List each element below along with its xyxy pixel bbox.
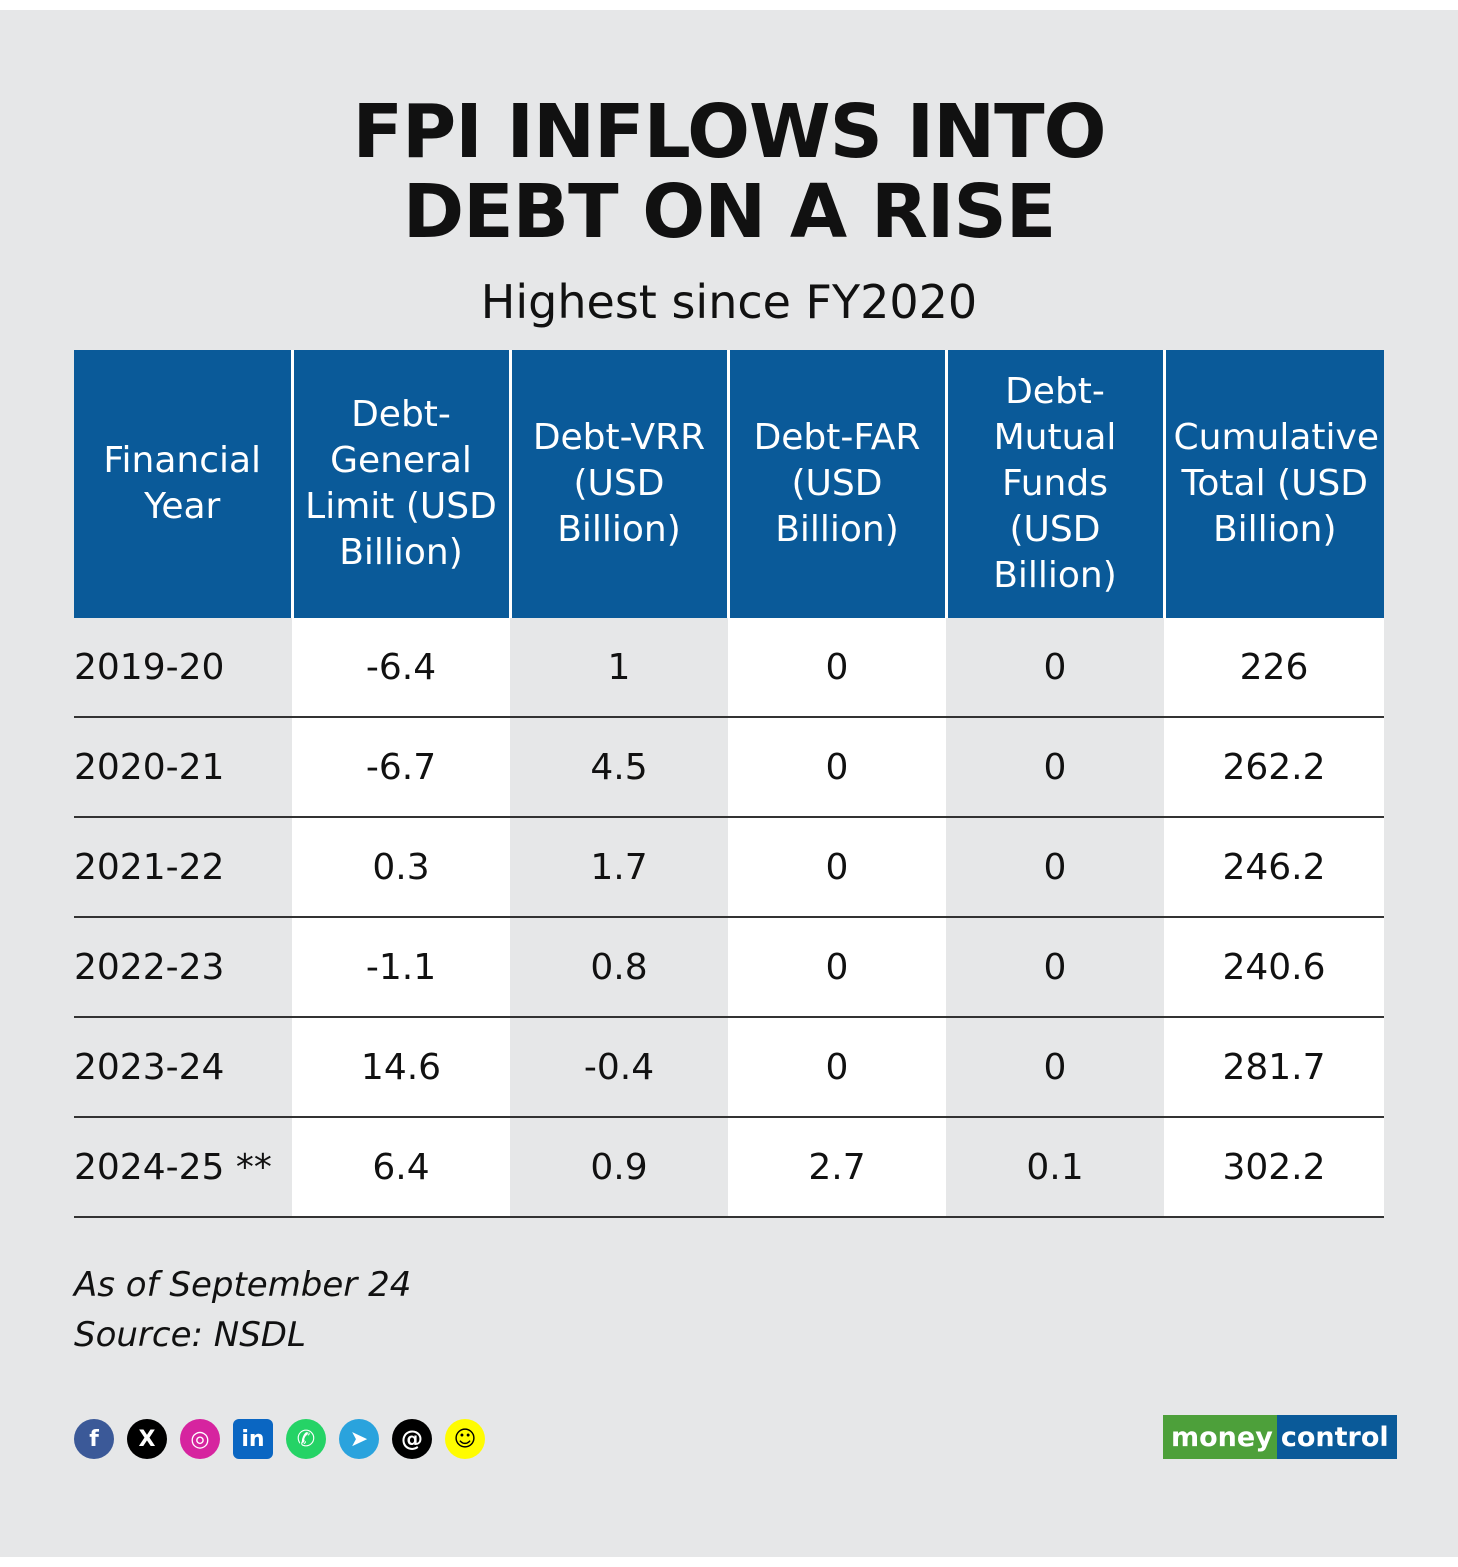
title-line-1: FPI INFLOWS INTO: [352, 89, 1106, 175]
telegram-icon[interactable]: ➤: [339, 1419, 379, 1459]
title-line-2: DEBT ON A RISE: [402, 169, 1057, 255]
column-header-debt-vrr: Debt-VRR (USD Billion): [508, 350, 728, 618]
cell-debt-mutual-funds: 0: [946, 717, 1164, 818]
column-header-cumulative-total: Cumulative Total (USD Billion): [1162, 350, 1384, 618]
as-of-note: As of September 24: [74, 1265, 412, 1305]
table-row: 2021-22 0.3 1.7 0 0 246.2: [74, 817, 1384, 918]
cell-debt-general-limit: -6.7: [292, 717, 510, 818]
cell-debt-mutual-funds: 0: [946, 1017, 1164, 1118]
cell-cumulative-total: 281.7: [1164, 1017, 1384, 1118]
logo-part-control: control: [1276, 1415, 1397, 1459]
table-row: 2019-20 -6.4 1 0 0 226: [74, 618, 1384, 718]
moneycontrol-logo: money control: [1163, 1415, 1397, 1459]
cell-debt-far: 0: [728, 1017, 946, 1118]
cell-financial-year: 2019-20: [74, 618, 292, 718]
cell-debt-mutual-funds: 0: [946, 917, 1164, 1018]
snapchat-icon[interactable]: ☺: [445, 1419, 485, 1459]
cell-debt-far: 0: [728, 717, 946, 818]
column-header-debt-general-limit: Debt- General Limit (USD Billion): [290, 350, 510, 618]
source-note: Source: NSDL: [74, 1315, 306, 1355]
threads-icon[interactable]: @: [392, 1419, 432, 1459]
cell-debt-vrr: 1: [510, 618, 728, 718]
cell-cumulative-total: 262.2: [1164, 717, 1384, 818]
table-row: 2024-25 ** 6.4 0.9 2.7 0.1 302.2: [74, 1117, 1384, 1218]
cell-debt-mutual-funds: 0: [946, 618, 1164, 718]
cell-debt-general-limit: -6.4: [292, 618, 510, 718]
whatsapp-icon[interactable]: ✆: [286, 1419, 326, 1459]
cell-financial-year: 2022-23: [74, 917, 292, 1018]
cell-financial-year: 2023-24: [74, 1017, 292, 1118]
table-header-row: Financial Year Debt- General Limit (USD …: [74, 350, 1384, 618]
cell-debt-general-limit: -1.1: [292, 917, 510, 1018]
cell-debt-general-limit: 14.6: [292, 1017, 510, 1118]
page-title: FPI INFLOWS INTO DEBT ON A RISE: [0, 92, 1458, 252]
logo-part-money: money: [1163, 1415, 1277, 1459]
column-header-debt-far: Debt-FAR (USD Billion): [726, 350, 946, 618]
facebook-icon[interactable]: f: [74, 1419, 114, 1459]
cell-financial-year: 2021-22: [74, 817, 292, 918]
linkedin-icon[interactable]: in: [233, 1419, 273, 1459]
footnotes: As of September 24 Source: NSDL: [74, 1260, 411, 1360]
table-row: 2023-24 14.6 -0.4 0 0 281.7: [74, 1017, 1384, 1118]
instagram-icon[interactable]: ◎: [180, 1419, 220, 1459]
cell-cumulative-total: 226: [1164, 618, 1384, 718]
table-row: 2020-21 -6.7 4.5 0 0 262.2: [74, 717, 1384, 818]
cell-debt-vrr: 0.9: [510, 1117, 728, 1218]
cell-debt-far: 2.7: [728, 1117, 946, 1218]
cell-financial-year: 2024-25 **: [74, 1117, 292, 1218]
cell-cumulative-total: 240.6: [1164, 917, 1384, 1018]
column-header-financial-year: Financial Year: [74, 350, 292, 618]
cell-debt-vrr: 4.5: [510, 717, 728, 818]
cell-cumulative-total: 246.2: [1164, 817, 1384, 918]
column-header-debt-mutual-funds: Debt- Mutual Funds (USD Billion): [944, 350, 1164, 618]
cell-debt-far: 0: [728, 917, 946, 1018]
cell-debt-far: 0: [728, 817, 946, 918]
cell-debt-far: 0: [728, 618, 946, 718]
cell-debt-vrr: 0.8: [510, 917, 728, 1018]
fpi-debt-table: Financial Year Debt- General Limit (USD …: [74, 350, 1384, 1218]
table-row: 2022-23 -1.1 0.8 0 0 240.6: [74, 917, 1384, 1018]
cell-financial-year: 2020-21: [74, 717, 292, 818]
social-icons: f X ◎ in ✆ ➤ @ ☺: [74, 1419, 485, 1459]
page-subtitle: Highest since FY2020: [480, 275, 978, 329]
cell-debt-general-limit: 6.4: [292, 1117, 510, 1218]
x-icon[interactable]: X: [127, 1419, 167, 1459]
infographic-card: FPI INFLOWS INTO DEBT ON A RISE Highest …: [0, 10, 1458, 1557]
cell-debt-mutual-funds: 0.1: [946, 1117, 1164, 1218]
cell-debt-vrr: -0.4: [510, 1017, 728, 1118]
cell-debt-general-limit: 0.3: [292, 817, 510, 918]
cell-cumulative-total: 302.2: [1164, 1117, 1384, 1218]
cell-debt-vrr: 1.7: [510, 817, 728, 918]
cell-debt-mutual-funds: 0: [946, 817, 1164, 918]
